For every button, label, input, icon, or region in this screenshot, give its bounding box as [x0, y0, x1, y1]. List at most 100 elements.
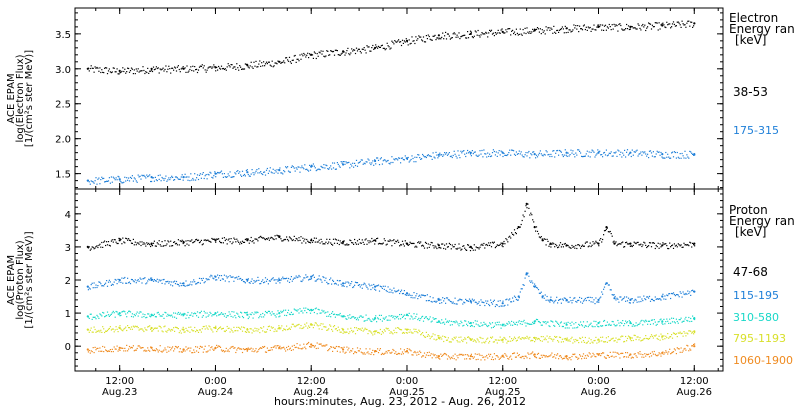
data-point [130, 346, 133, 348]
data-point [607, 355, 609, 357]
data-point [172, 176, 174, 178]
data-point [239, 65, 241, 67]
data-point [445, 354, 448, 356]
data-point [128, 177, 130, 179]
data-point [578, 323, 580, 325]
data-point [595, 297, 597, 299]
data-point [345, 52, 347, 54]
data-point [348, 161, 350, 163]
data-point [294, 54, 296, 57]
data-point [568, 155, 570, 157]
data-point [174, 348, 176, 350]
data-point [100, 329, 102, 331]
data-point [470, 155, 472, 157]
data-point [392, 240, 394, 242]
data-point [301, 53, 303, 55]
data-point [184, 350, 186, 352]
data-point [437, 298, 440, 301]
data-point [615, 337, 617, 339]
data-point [302, 237, 304, 239]
data-point [121, 277, 123, 279]
data-point [231, 311, 233, 313]
data-point [515, 233, 517, 235]
data-point [156, 242, 158, 244]
data-point [161, 315, 163, 317]
data-point [189, 350, 191, 352]
data-point [334, 316, 336, 318]
data-point [501, 355, 504, 358]
data-point [262, 346, 264, 348]
data-point [169, 329, 171, 331]
data-point [354, 242, 357, 244]
data-point [86, 328, 89, 331]
data-point [381, 352, 383, 354]
data-point [90, 248, 92, 250]
data-point [297, 324, 299, 326]
data-point [165, 281, 167, 283]
data-point [92, 347, 94, 349]
data-point [437, 335, 439, 337]
data-point [182, 66, 184, 68]
data-point [677, 332, 679, 334]
data-point [513, 32, 515, 35]
data-point [211, 329, 213, 331]
data-point [309, 278, 312, 280]
data-point [484, 359, 486, 361]
data-point [128, 348, 130, 350]
data-point [342, 243, 344, 245]
data-point [462, 245, 464, 247]
data-point [605, 337, 607, 339]
data-point [614, 152, 616, 154]
data-point [155, 245, 157, 247]
data-point [465, 298, 467, 300]
data-point [528, 275, 530, 277]
data-point [468, 337, 471, 339]
data-point [657, 298, 659, 300]
data-point [536, 353, 539, 355]
data-point [468, 358, 471, 360]
data-point [576, 154, 578, 156]
data-point [107, 241, 110, 243]
data-point [655, 334, 657, 336]
data-point [691, 332, 693, 334]
data-point [607, 27, 609, 29]
data-point [578, 299, 580, 301]
data-point [525, 32, 527, 35]
data-point [650, 355, 653, 357]
data-point [667, 295, 669, 297]
data-point [336, 162, 338, 164]
data-point [126, 238, 128, 240]
data-point [313, 165, 315, 167]
data-point [642, 151, 644, 153]
x-tick-label-time: 12:00 [488, 376, 517, 387]
data-point [606, 354, 608, 356]
data-point [246, 278, 249, 282]
data-point [339, 351, 341, 353]
data-point [178, 351, 180, 353]
data-point [448, 242, 450, 244]
data-point [311, 345, 314, 347]
data-point [522, 284, 524, 286]
data-point [628, 336, 630, 338]
data-point [624, 340, 626, 343]
data-point [195, 179, 197, 181]
data-point [255, 238, 257, 240]
data-point [693, 317, 696, 320]
data-point [157, 174, 159, 177]
data-point [187, 179, 189, 181]
data-point [105, 244, 107, 247]
data-point [177, 311, 179, 314]
data-point [293, 308, 295, 310]
data-point [594, 303, 596, 305]
data-point [526, 274, 528, 276]
data-point [498, 32, 500, 34]
data-point [469, 338, 472, 341]
data-point [364, 163, 366, 165]
data-point [318, 275, 320, 277]
data-point [292, 349, 294, 351]
data-point [458, 325, 460, 327]
data-point [402, 331, 404, 334]
data-point [611, 155, 613, 157]
data-point [555, 32, 557, 34]
data-point [624, 356, 626, 358]
